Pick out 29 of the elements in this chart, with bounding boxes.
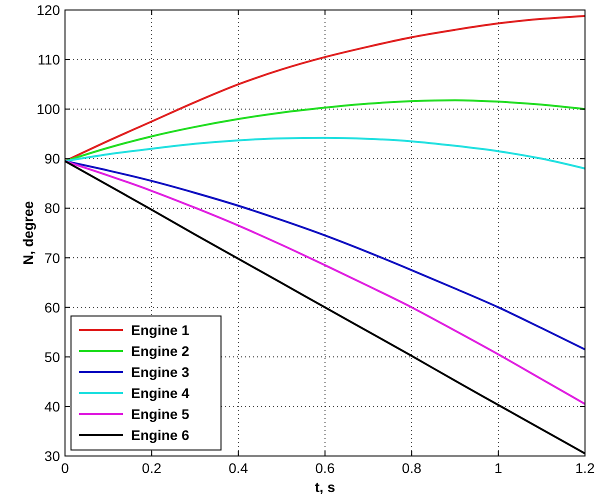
x-tick-label: 0 [61,460,70,476]
y-axis-title: N, degree [20,200,36,265]
legend-label: Engine 3 [131,364,190,380]
legend-label: Engine 4 [131,385,190,401]
legend-label: Engine 6 [131,427,190,443]
legend-label: Engine 1 [131,322,190,338]
x-tick-label: 0.6 [315,460,335,476]
y-tick-label: 120 [36,2,60,18]
x-tick-label: 0.4 [228,460,248,476]
line-series [65,99,585,162]
x-axis-title: t, s [314,479,336,494]
y-tick-label: 80 [44,200,60,216]
y-tick-label: 40 [44,398,60,414]
y-tick-label: 50 [44,348,60,365]
x-tick-label: 1 [494,460,502,476]
y-tick-label: 90 [44,150,60,167]
line-series [65,14,585,162]
x-tick-label: 0.2 [142,460,162,476]
y-tick-label: 110 [38,52,60,68]
y-tick-label: 60 [44,299,60,316]
line-series [65,160,585,405]
x-tick-label: 0.8 [402,460,422,476]
y-tick-label: 30 [44,448,60,464]
legend-label: Engine 5 [131,406,190,422]
line-series [65,136,585,170]
y-tick-label: 70 [44,250,60,266]
legend-label: Engine 2 [131,343,190,359]
y-tick-label: 100 [36,101,60,118]
x-tick-label: 1.2 [575,460,595,476]
